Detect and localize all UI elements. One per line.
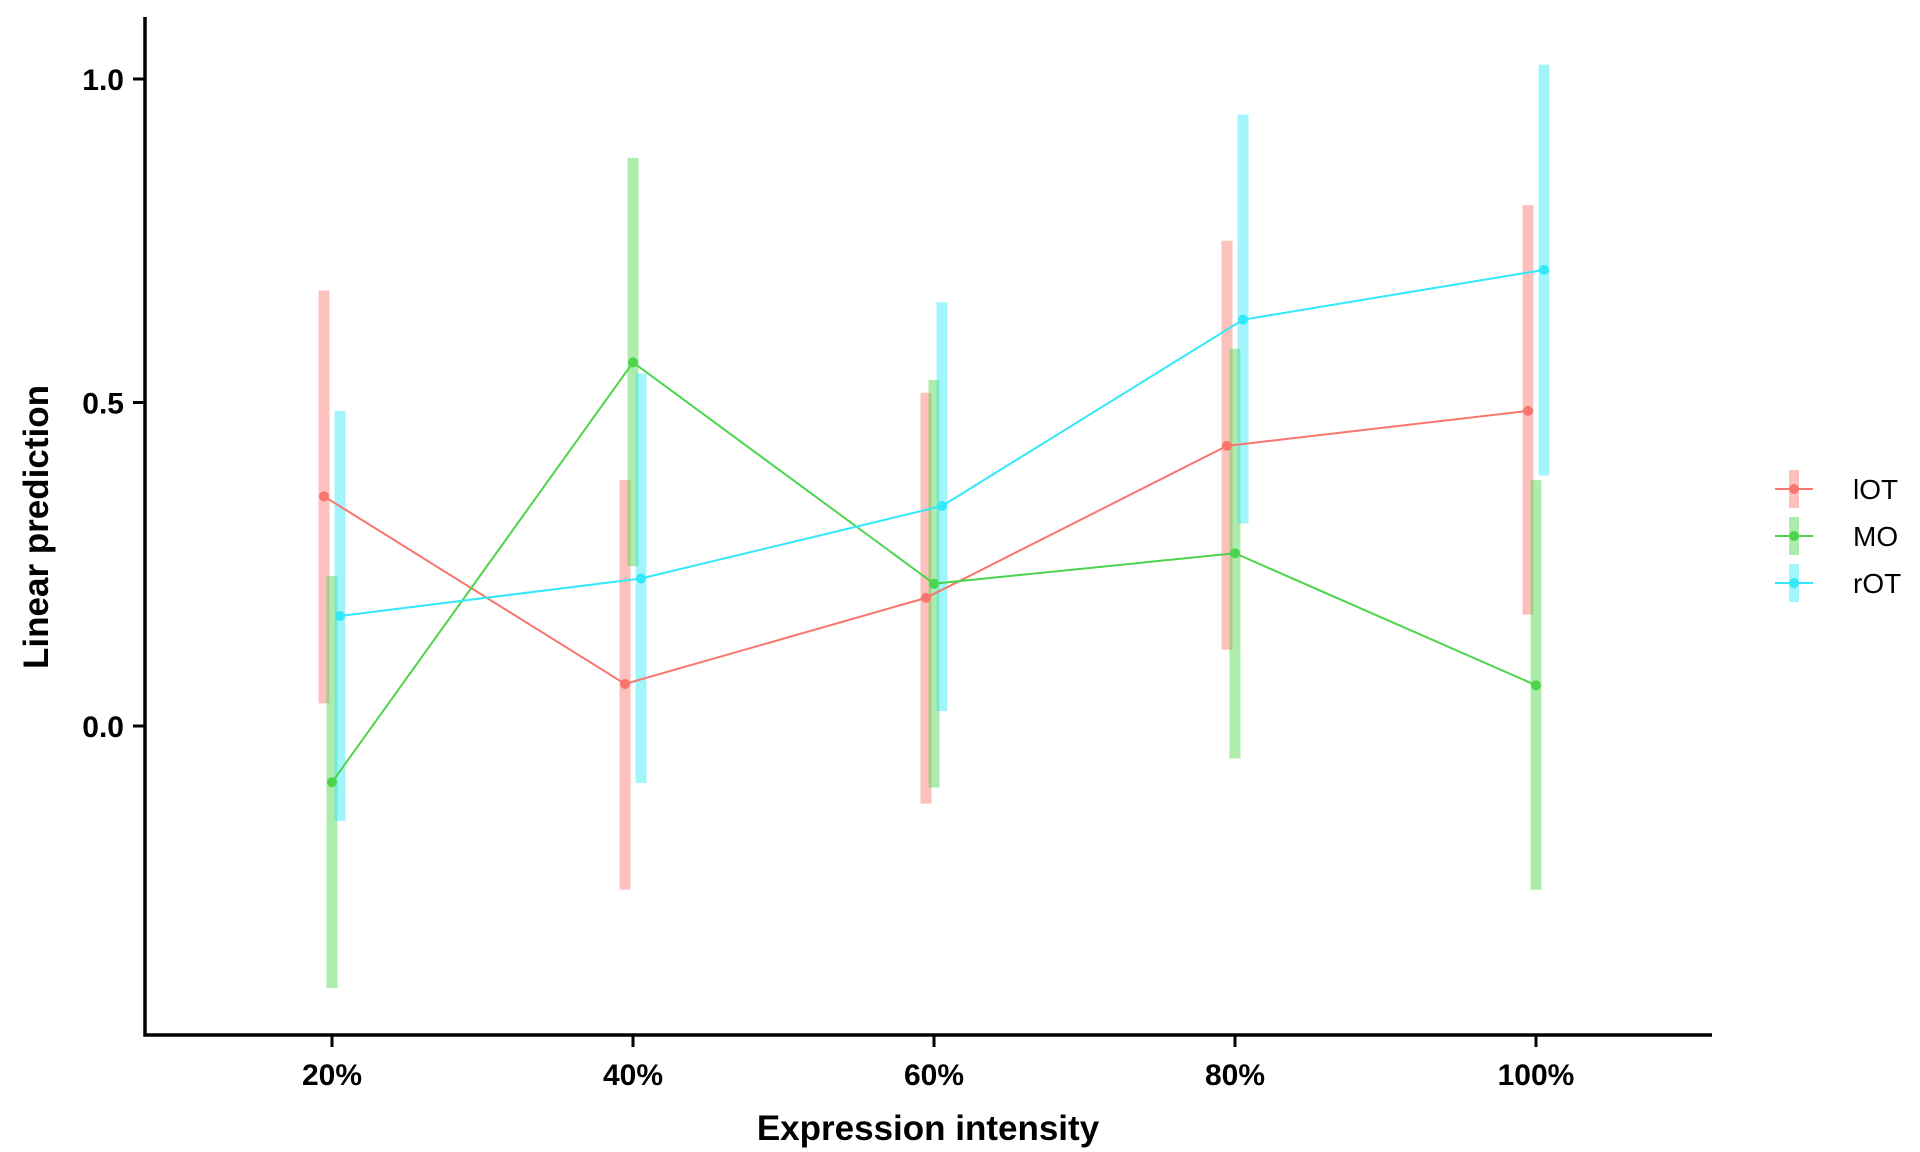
data-point [1539,264,1549,275]
plot-area [318,64,1550,989]
x-tick-label: 80% [1205,1059,1265,1092]
legend-item-rOT: rOT [1775,564,1901,602]
legend-label: MO [1853,521,1898,552]
legend-key-point [1789,578,1799,588]
legend-item-MO: MO [1775,517,1898,555]
x-tick-label: 40% [603,1059,663,1092]
series-rOT-intervals [334,64,1550,822]
x-tick-label: 20% [302,1059,362,1092]
data-point [1230,548,1240,559]
series-MO-intervals [326,157,1542,989]
data-point [628,357,638,368]
data-point [335,611,345,622]
data-point [937,501,947,512]
legend-key-point [1789,531,1799,541]
data-point [1222,440,1232,451]
legend-label: lOT [1853,474,1898,505]
x-axis: 20% 40% 60% 80% 100% [302,1035,1574,1092]
data-point [921,592,931,603]
y-tick-label: 0.0 [82,711,124,744]
y-axis: 0.0 0.5 1.0 [82,64,145,744]
data-point [1523,405,1533,416]
axis-lines [143,17,1712,1037]
data-point [620,678,630,689]
axes [143,17,1712,1037]
y-tick-label: 1.0 [82,64,124,97]
data-point [1238,314,1248,325]
legend: lOT MO rOT [1775,470,1901,602]
legend-item-lOT: lOT [1775,470,1898,508]
data-point [327,777,337,788]
y-axis-title: Linear prediction [17,385,56,669]
data-point [636,573,646,584]
x-tick-label: 100% [1498,1059,1575,1092]
y-tick-label: 0.5 [82,388,124,421]
legend-label: rOT [1853,568,1901,599]
data-point [1531,680,1541,691]
x-axis-title: Expression intensity [757,1109,1100,1148]
legend-key-point [1789,484,1799,494]
data-point [319,491,329,502]
data-point [929,578,939,589]
x-tick-label: 60% [904,1059,964,1092]
